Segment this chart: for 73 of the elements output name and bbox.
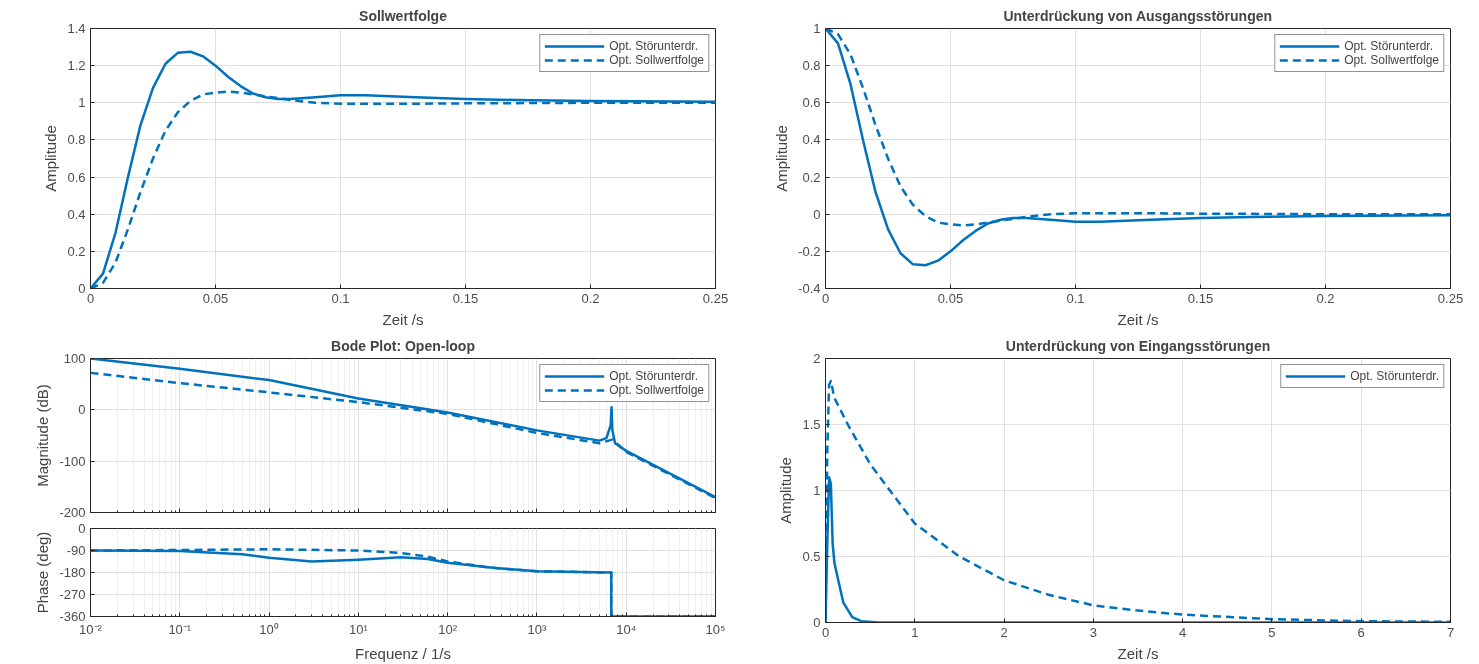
y-tick-label: 1.5 [802, 417, 821, 432]
y-tick-label: 2 [813, 351, 821, 366]
y-tick-label: 1.2 [67, 58, 86, 74]
legend-label: Opt. Sollwertfolge [609, 53, 704, 67]
y-tick-label: 0.6 [67, 169, 86, 185]
x-tick-label: 2 [1000, 624, 1008, 640]
y-tick-label: 0 [78, 521, 86, 536]
y-tick-label: 0.2 [67, 243, 86, 259]
chart-title: Unterdrückung von Eingangsstörungen [1005, 337, 1271, 354]
legend-label: Opt. Sollwertfolge [609, 383, 704, 397]
legend-label: Opt. Störunterdr. [609, 39, 698, 53]
y-axis-title: Magnitude (dB) [34, 384, 52, 487]
x-tick-label: 10⁵ [705, 621, 726, 637]
x-tick-label: 0.25 [702, 290, 729, 306]
x-tick-label: 0.25 [1437, 290, 1464, 306]
x-tick-label: 0.15 [1187, 290, 1214, 306]
y-axis-title: Amplitude [773, 125, 791, 192]
y-tick-label: 0.4 [802, 132, 821, 148]
x-tick-label: 0.15 [452, 290, 479, 306]
x-tick-label: 4 [1179, 624, 1187, 640]
y-tick-label: 0.5 [802, 549, 821, 564]
x-tick-label: 0.1 [1066, 290, 1085, 306]
x-tick-label: 10¹ [348, 621, 369, 637]
y-tick-label: 0 [813, 206, 821, 222]
x-tick-label: 7 [1446, 624, 1455, 640]
y-tick-label: -180 [59, 565, 86, 580]
x-tick-label: 5 [1268, 624, 1276, 640]
x-tick-label: 1 [911, 624, 919, 640]
legend-label: Opt. Störunterdr. [1344, 39, 1433, 53]
y-tick-label: 1 [78, 95, 86, 111]
chart-title: Sollwertfolge [359, 7, 448, 24]
y-tick-label: 0 [78, 402, 86, 418]
y-tick-label: 0.6 [802, 95, 821, 111]
x-tick-label: 0.05 [202, 290, 229, 306]
y-tick-label: -200 [59, 505, 86, 520]
y-tick-label: -0.2 [798, 243, 821, 259]
x-tick-label: 0.2 [581, 290, 600, 306]
x-tick-label: 0.2 [1316, 290, 1335, 306]
legend-label: Opt. Störunterdr. [1350, 369, 1439, 383]
x-tick-label: 10⁻² [79, 621, 103, 637]
y-tick-label: -360 [59, 609, 86, 624]
x-axis-title: Zeit /s [1117, 644, 1159, 662]
chart-title: Bode Plot: Open-loop [331, 337, 475, 354]
x-tick-label: 6 [1357, 624, 1365, 640]
y-tick-label: -0.4 [798, 281, 821, 296]
y-tick-label: 0.2 [802, 169, 821, 185]
y-tick-label: 1.4 [67, 21, 86, 36]
y-axis-title: Amplitude [42, 125, 60, 192]
y-tick-label: -90 [66, 543, 86, 558]
y-tick-label: -100 [59, 453, 86, 469]
y-tick-label: 0.8 [802, 58, 821, 74]
y-tick-label: 0.4 [67, 206, 86, 222]
x-axis-title: Zeit /s [1117, 310, 1159, 328]
y-axis-title: Amplitude [777, 457, 795, 524]
x-tick-label: 10³ [527, 621, 547, 637]
x-tick-label: 10⁻¹ [168, 621, 192, 637]
legend-label: Opt. Störunterdr. [609, 369, 698, 383]
x-tick-label: 10² [438, 621, 458, 637]
chart-title: Unterdrückung von Ausgangsstörungen [1003, 7, 1273, 24]
legend-label: Opt. Sollwertfolge [1344, 53, 1439, 67]
x-tick-label: 0.1 [331, 290, 350, 306]
x-tick-label: 10⁰ [259, 621, 279, 637]
y-axis-title: Phase (deg) [34, 531, 52, 614]
x-tick-label: 3 [1089, 624, 1097, 640]
y-tick-label: 100 [63, 351, 86, 366]
y-tick-label: 0.8 [67, 132, 86, 148]
y-tick-label: 1 [813, 21, 821, 36]
y-tick-label: 1 [813, 483, 821, 498]
x-tick-label: 10⁴ [616, 621, 637, 637]
x-tick-label: 0.05 [937, 290, 964, 306]
x-axis-title: Zeit /s [382, 310, 424, 328]
x-axis-title: Frequenz / 1/s [355, 644, 451, 662]
y-tick-label: -270 [59, 587, 86, 602]
